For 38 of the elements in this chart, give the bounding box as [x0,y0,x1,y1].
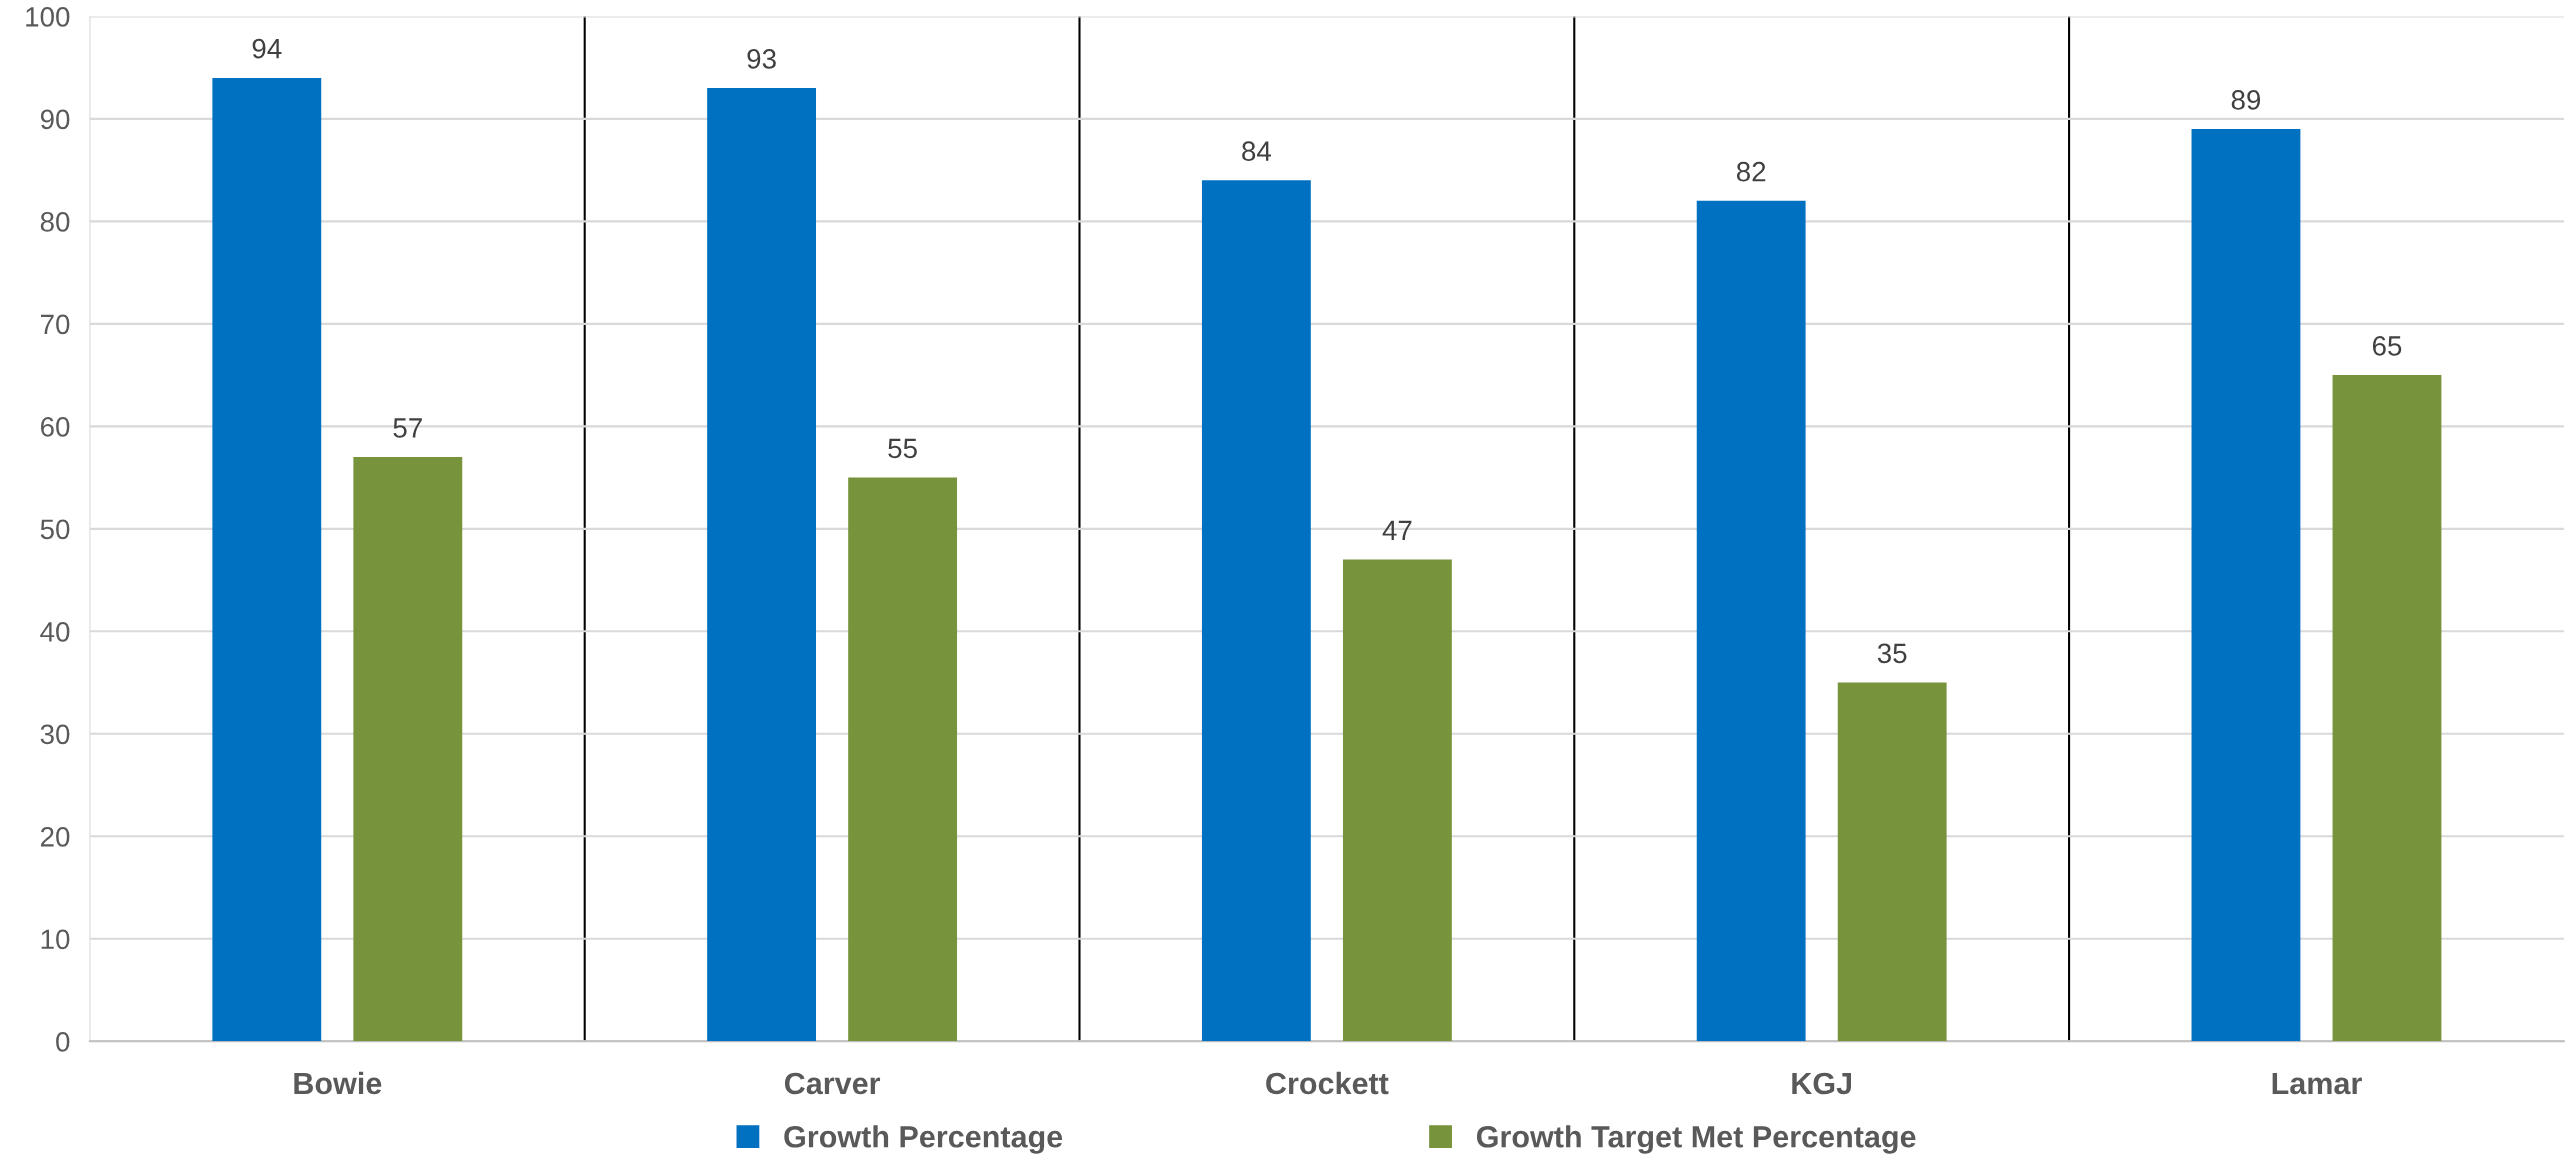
bar [2191,129,2301,1042]
bar [2332,375,2442,1042]
bar [848,477,958,1042]
y-tick-label: 100 [26,7,70,27]
legend-label: Growth Target Met Percentage [1476,1125,1916,1154]
y-tick-label: 40 [40,622,70,642]
x-tick-label: Bowie [294,1071,382,1095]
data-label: 82 [1736,161,1766,182]
data-label: 65 [2372,336,2402,356]
bar [707,88,817,1042]
y-tick-label: 20 [40,826,70,847]
data-label: 93 [747,49,776,69]
y-tick-label: 0 [56,1031,70,1052]
data-label: 35 [1877,643,1907,664]
x-tick-label: Lamar [2272,1072,2362,1095]
y-tick-label: 70 [41,314,70,335]
bar [212,77,322,1042]
y-tick-label: 10 [41,929,70,950]
data-label: 89 [2231,90,2261,110]
x-tick-label: KGJ [1792,1072,1851,1095]
y-tick-label: 50 [40,519,70,540]
bar [1342,559,1452,1042]
legend-label: Growth Percentage [784,1125,1063,1154]
data-label: 57 [393,418,422,438]
data-label: 94 [252,38,282,59]
x-tick-label: Carver [784,1072,881,1095]
bar [353,457,463,1042]
y-tick-label: 90 [40,109,70,130]
bar [1696,200,1806,1042]
y-tick-label: 60 [40,417,70,437]
x-tick-label: Crockett [1266,1071,1389,1095]
y-tick-label: 80 [40,212,70,232]
bar [1837,682,1947,1042]
data-label: 55 [888,438,917,459]
data-label: 47 [1382,520,1412,540]
bar [1201,180,1311,1042]
y-tick-label: 30 [40,724,70,745]
data-label: 84 [1242,141,1272,161]
